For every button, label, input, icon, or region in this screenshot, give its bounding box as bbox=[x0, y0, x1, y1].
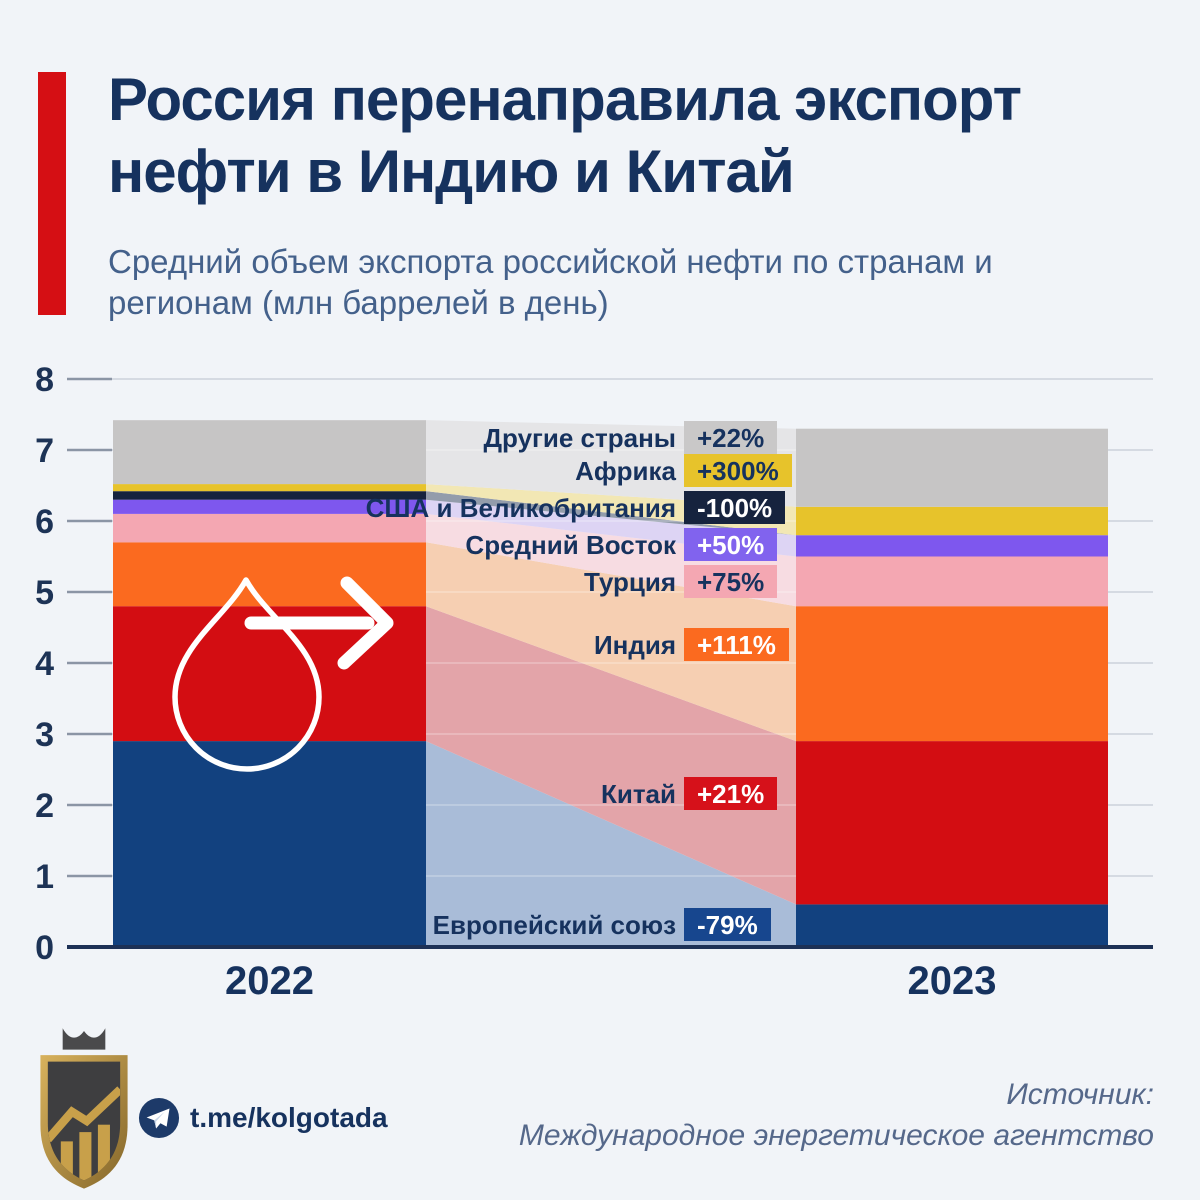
bar-2022-segment-5 bbox=[113, 491, 426, 500]
source-name: Международное энергетическое агентство bbox=[518, 1119, 1154, 1152]
y-tick-label: 8 bbox=[35, 361, 54, 399]
bar-2022-segment-6 bbox=[113, 484, 426, 492]
bar-2022-segment-3 bbox=[113, 513, 426, 543]
bar-2022-segment-0 bbox=[113, 741, 426, 947]
bar-2023-segment-3 bbox=[796, 556, 1108, 607]
stacked-bars bbox=[113, 420, 1108, 947]
y-axis-labels: 0 1 2 3 4 5 6 7 8 bbox=[35, 361, 54, 967]
bar-2023-segment-7 bbox=[796, 428, 1108, 507]
y-tick-label: 6 bbox=[35, 503, 54, 541]
bar-2023-segment-4 bbox=[796, 535, 1108, 557]
crown-icon bbox=[62, 1028, 106, 1050]
flow-band-1 bbox=[426, 606, 796, 905]
page-title: Россия перенаправила экспорт нефти в Инди… bbox=[108, 64, 1022, 208]
y-tick-label: 2 bbox=[35, 787, 54, 825]
x-category-label: 2023 bbox=[908, 959, 997, 1003]
y-tick-label: 1 bbox=[35, 858, 54, 896]
channel-shield-logo bbox=[40, 1028, 128, 1189]
chart-subtitle: Средний объем экспорта российской нефти … bbox=[108, 241, 993, 323]
bar-2022-segment-7 bbox=[113, 420, 426, 485]
title-accent-bar bbox=[38, 72, 66, 315]
source-note: Источник: Международное энергетическое аг… bbox=[519, 1074, 1154, 1156]
bar-2023-segment-0 bbox=[796, 904, 1108, 947]
oil-drop-arrow-icon bbox=[172, 576, 394, 772]
subtitle-line-2: регионам (млн баррелей в день) bbox=[108, 284, 609, 321]
y-tick-label: 3 bbox=[35, 716, 54, 754]
y-tick-label: 0 bbox=[35, 929, 54, 967]
bar-2022-segment-2 bbox=[113, 542, 426, 607]
subtitle-line-1: Средний объем экспорта российской нефти … bbox=[108, 243, 993, 280]
y-tick-label: 4 bbox=[35, 645, 54, 683]
x-category-label: 2022 bbox=[225, 959, 314, 1003]
x-category-labels: 2022 2023 bbox=[225, 959, 996, 1003]
bar-2023-segment-6 bbox=[796, 506, 1108, 536]
bar-2023-segment-2 bbox=[796, 606, 1108, 742]
telegram-icon bbox=[138, 1097, 180, 1139]
title-line-1: Россия перенаправила экспорт bbox=[108, 66, 1022, 133]
bar-2023-segment-1 bbox=[796, 741, 1108, 905]
y-tick-label: 7 bbox=[35, 432, 54, 470]
flow-band-0 bbox=[426, 741, 796, 947]
telegram-handle: t.me/kolgotada bbox=[190, 1102, 388, 1133]
telegram-link-row: t.me/kolgotada bbox=[138, 1096, 388, 1140]
source-label: Источник: bbox=[1006, 1078, 1154, 1111]
y-tick-label: 5 bbox=[35, 574, 54, 612]
title-line-2: нефти в Индию и Китай bbox=[108, 138, 795, 205]
flow-bands bbox=[426, 420, 796, 947]
bar-2022-segment-4 bbox=[113, 499, 426, 514]
